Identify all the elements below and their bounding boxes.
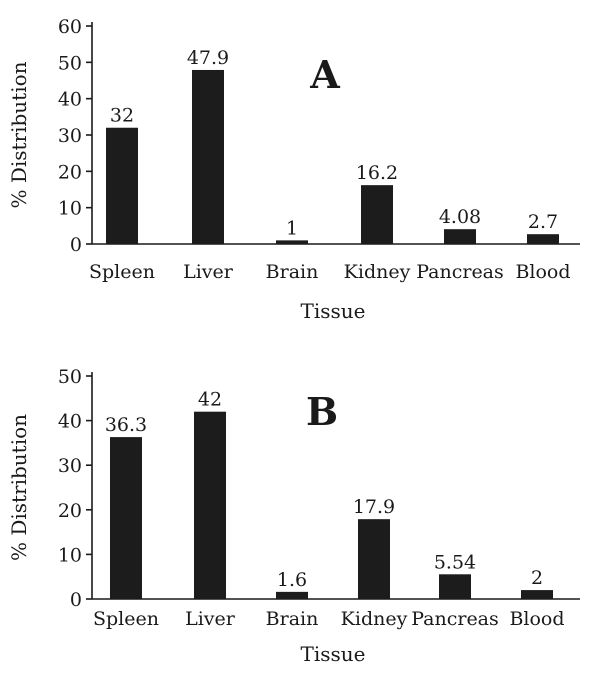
- bar-spleen: [110, 437, 142, 599]
- data-label-liver: 42: [198, 389, 222, 411]
- bar-blood: [521, 590, 553, 599]
- x-axis-title: Tissue: [301, 299, 366, 323]
- x-tick-label: Liver: [185, 608, 236, 630]
- data-label-brain: 1: [286, 217, 298, 239]
- data-label-pancreas: 4.08: [439, 206, 481, 228]
- x-tick-label: Kidney: [344, 261, 411, 283]
- y-tick-label: 50: [58, 52, 82, 74]
- y-tick-label: 10: [58, 198, 82, 220]
- y-tick-label: 20: [58, 161, 82, 183]
- x-tick-label: Pancreas: [416, 261, 504, 283]
- data-label-kidney: 17.9: [353, 496, 395, 518]
- x-tick-label: Kidney: [341, 608, 408, 630]
- bar-kidney: [358, 519, 390, 599]
- data-label-pancreas: 5.54: [434, 551, 476, 573]
- x-tick-label: Liver: [183, 261, 234, 283]
- y-tick-label: 40: [58, 411, 82, 433]
- y-tick-label: 30: [58, 125, 82, 147]
- y-tick-label: 0: [70, 589, 82, 611]
- bar-brain: [276, 240, 308, 244]
- y-tick-label: 10: [58, 544, 82, 566]
- panel-label: A: [309, 52, 340, 97]
- y-tick-label: 60: [58, 16, 82, 38]
- x-tick-label: Pancreas: [411, 608, 499, 630]
- data-label-spleen: 36.3: [105, 414, 147, 436]
- bar-spleen: [106, 127, 138, 244]
- chart-panel-a: 0 10 20 30 40 50 60 32 Spleen 47.9 Liver 1 Brain 16.2…: [7, 16, 580, 323]
- data-label-blood: 2: [531, 567, 543, 589]
- y-tick-label: 30: [58, 455, 82, 477]
- x-tick-label: Spleen: [93, 608, 159, 630]
- panel-label: B: [306, 389, 338, 434]
- y-tick-label: 0: [70, 234, 82, 256]
- bar-pancreas: [439, 574, 471, 599]
- chart-panel-b: 0 10 20 30 40 50 36.3 Spleen 42 Liver 1.6 Brain 17.9…: [7, 366, 580, 666]
- x-axis-title: Tissue: [301, 642, 366, 666]
- data-label-blood: 2.7: [528, 211, 558, 233]
- y-tick-label: 20: [58, 500, 82, 522]
- data-label-spleen: 32: [110, 105, 134, 127]
- bar-liver: [194, 411, 226, 599]
- y-axis-title: % Distribution: [7, 414, 31, 561]
- x-tick-label: Blood: [509, 608, 564, 630]
- bar-pancreas: [444, 229, 476, 244]
- data-label-brain: 1.6: [277, 569, 307, 591]
- x-tick-label: Blood: [515, 261, 570, 283]
- data-label-kidney: 16.2: [356, 162, 398, 184]
- bar-kidney: [361, 185, 393, 244]
- x-tick-label: Spleen: [89, 261, 155, 283]
- bar-liver: [192, 69, 224, 244]
- x-tick-label: Brain: [266, 608, 319, 630]
- y-tick-label: 40: [58, 89, 82, 111]
- bar-blood: [527, 234, 559, 244]
- y-axis-title: % Distribution: [7, 61, 31, 208]
- bar-brain: [276, 591, 308, 599]
- x-tick-label: Brain: [266, 261, 319, 283]
- y-tick-label: 50: [58, 366, 82, 388]
- data-label-liver: 47.9: [187, 47, 229, 69]
